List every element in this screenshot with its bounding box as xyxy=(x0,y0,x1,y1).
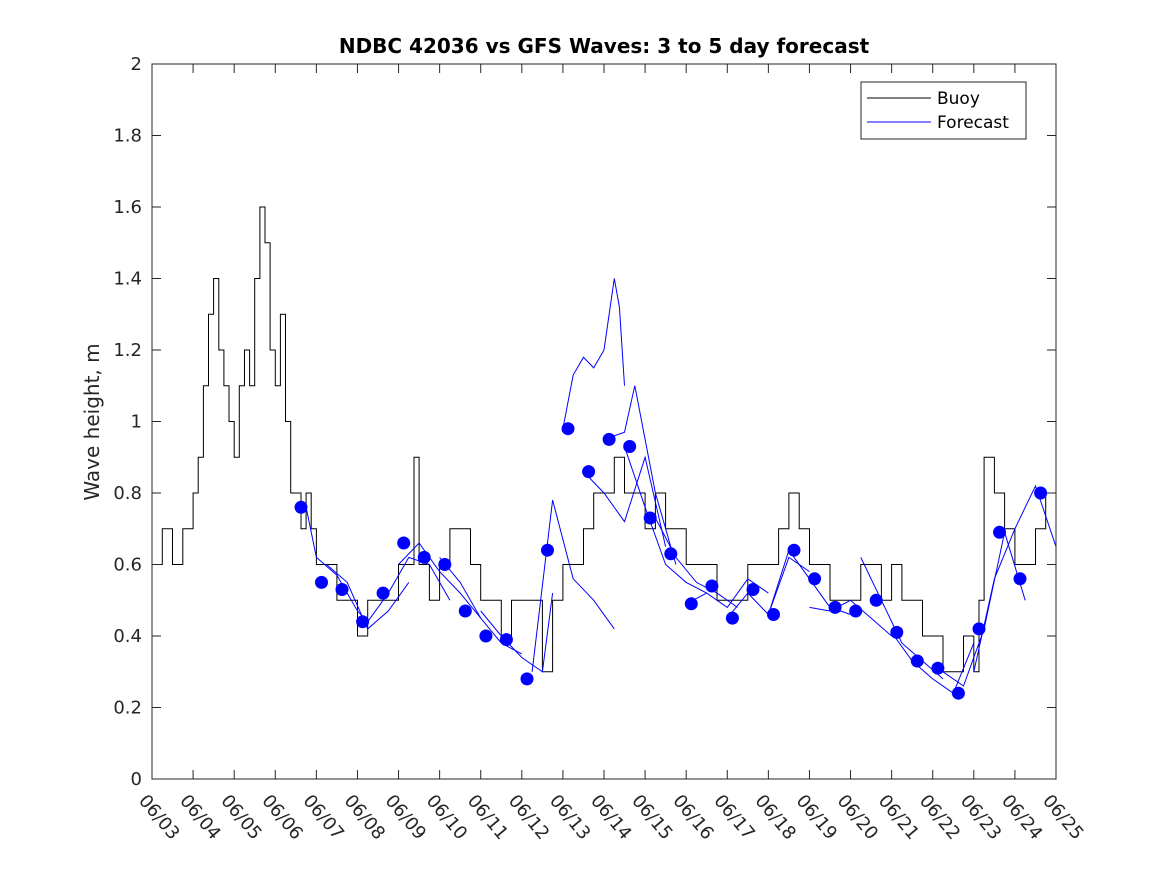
y-tick-label: 0.8 xyxy=(113,483,142,504)
y-tick-label: 1.4 xyxy=(113,269,142,290)
forecast-marker xyxy=(890,625,904,639)
forecast-marker xyxy=(294,500,308,514)
y-tick-label: 0.4 xyxy=(113,626,142,647)
legend-forecast-label: Forecast xyxy=(937,113,1009,133)
forecast-line xyxy=(860,557,944,680)
y-tick-label: 1 xyxy=(131,412,142,433)
forecast-marker xyxy=(684,597,698,611)
forecast-marker xyxy=(397,536,411,550)
forecast-marker xyxy=(335,583,349,596)
forecast-marker xyxy=(931,661,945,675)
forecast-marker xyxy=(602,432,616,446)
forecast-marker xyxy=(993,525,1006,539)
forecast-marker xyxy=(910,654,924,668)
forecast-marker xyxy=(561,422,575,436)
chart-title: NDBC 42036 vs GFS Waves: 3 to 5 day fore… xyxy=(339,34,870,58)
forecast-marker xyxy=(315,575,328,589)
forecast-marker xyxy=(479,629,493,643)
forecast-marker xyxy=(623,440,637,453)
forecast-marker xyxy=(376,586,390,600)
forecast-marker xyxy=(1034,486,1048,500)
forecast-marker xyxy=(767,608,780,621)
forecast-line xyxy=(624,446,707,594)
forecast-marker xyxy=(787,543,801,557)
y-tick-label: 2 xyxy=(131,54,142,75)
forecast-marker xyxy=(849,604,863,618)
y-tick-label: 0 xyxy=(131,769,142,790)
forecast-marker xyxy=(828,600,842,614)
legend-buoy-label: Buoy xyxy=(937,89,980,109)
forecast-marker xyxy=(705,579,719,593)
forecast-markers-layer xyxy=(294,422,1048,700)
forecast-marker xyxy=(458,604,472,618)
y-tick-label: 1.6 xyxy=(113,197,142,218)
legend: Buoy Forecast xyxy=(860,81,1027,140)
forecast-marker xyxy=(869,593,883,607)
legend-box xyxy=(860,81,1027,140)
forecast-marker xyxy=(582,465,596,479)
forecast-line xyxy=(583,455,667,547)
forecast-line xyxy=(398,542,482,619)
forecast-marker xyxy=(499,633,513,647)
forecast-line xyxy=(480,593,554,673)
forecast-marker xyxy=(1013,572,1027,586)
forecast-marker xyxy=(643,511,657,525)
forecast-marker xyxy=(541,543,554,557)
forecast-marker xyxy=(808,572,822,586)
forecast-marker xyxy=(438,558,452,571)
y-axis-label: Wave height, m xyxy=(80,343,104,500)
forecast-marker xyxy=(746,583,760,596)
y-tick-label: 0.2 xyxy=(113,698,142,719)
forecast-line xyxy=(562,278,625,429)
forecast-marker xyxy=(417,550,431,564)
forecast-line xyxy=(326,564,410,630)
forecast-marker xyxy=(664,547,678,561)
buoy-line xyxy=(152,206,1057,673)
forecast-line xyxy=(367,556,451,622)
forecast-marker xyxy=(972,622,986,636)
forecast-line xyxy=(531,499,615,672)
forecast-line xyxy=(603,385,677,565)
forecast-line xyxy=(809,599,892,637)
forecast-line xyxy=(439,557,523,655)
y-tick-label: 1.2 xyxy=(113,340,142,361)
forecast-line xyxy=(654,517,738,608)
y-tick-label: 1.8 xyxy=(113,126,142,147)
forecast-marker xyxy=(725,611,739,625)
forecast-marker xyxy=(356,615,370,629)
y-tick-label: 0.6 xyxy=(113,555,142,576)
forecast-line xyxy=(973,484,1057,672)
forecast-line xyxy=(891,632,975,694)
forecast-marker xyxy=(520,672,534,686)
buoy-series-layer xyxy=(152,206,1057,673)
forecast-marker xyxy=(951,686,965,700)
